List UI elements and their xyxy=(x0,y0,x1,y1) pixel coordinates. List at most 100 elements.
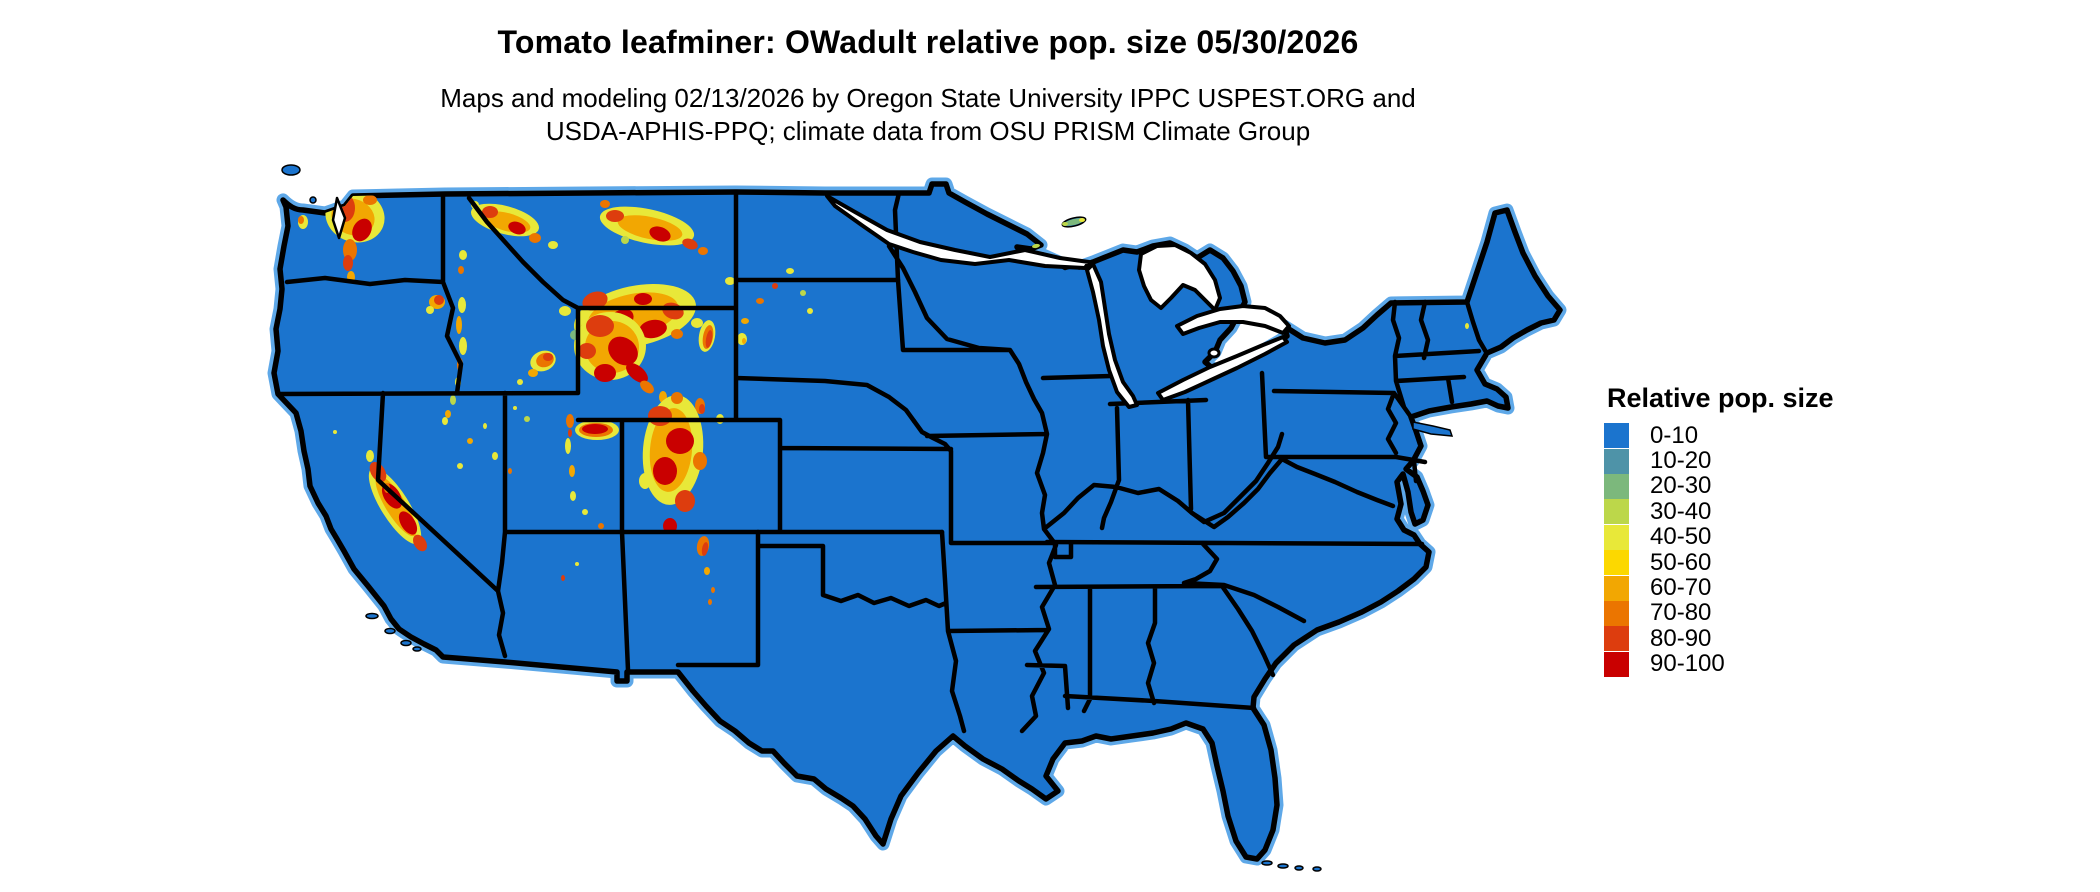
population-hotspot xyxy=(529,233,541,243)
population-hotspot xyxy=(640,380,654,394)
population-hotspot xyxy=(649,226,671,242)
population-hotspot xyxy=(467,438,473,444)
state-borders-east xyxy=(1033,299,1489,714)
population-hotspot xyxy=(426,306,434,314)
legend-label: 90-100 xyxy=(1650,650,1725,678)
population-hotspot xyxy=(772,283,778,289)
population-hotspot xyxy=(800,290,806,296)
population-hotspot xyxy=(458,266,464,274)
subtitle-line-1: Maps and modeling 02/13/2026 by Oregon S… xyxy=(440,83,1416,113)
islands xyxy=(281,164,1454,872)
population-hotspot xyxy=(513,406,517,410)
population-hotspot xyxy=(333,430,337,434)
population-hotspot xyxy=(594,364,616,382)
population-hotspot xyxy=(565,438,571,454)
legend: Relative pop. size 0-10 10-20 20-30 30-40 40… xyxy=(1604,383,1834,677)
population-hotspot xyxy=(711,587,715,593)
puget-sound xyxy=(331,196,347,240)
population-hotspot xyxy=(458,297,466,313)
population-hotspot xyxy=(606,210,624,222)
population-hotspot xyxy=(586,315,614,337)
legend-item: 10-20 xyxy=(1604,447,1834,474)
legend-item: 80-90 xyxy=(1604,624,1834,652)
lake-huron xyxy=(1137,243,1222,312)
population-hotspot xyxy=(298,216,304,224)
population-hotspot xyxy=(756,298,764,304)
legend-swatch xyxy=(1604,473,1629,499)
population-hotspot xyxy=(698,247,708,255)
population-hotspot xyxy=(575,562,579,566)
legend-swatch xyxy=(1604,499,1629,525)
population-hotspot xyxy=(725,277,735,285)
channel-island xyxy=(412,646,422,652)
legend-swatch xyxy=(1604,651,1629,677)
population-hotspot xyxy=(1465,323,1469,329)
population-hotspot xyxy=(671,329,683,339)
population-hotspot xyxy=(639,319,667,339)
subtitle-line-2: USDA-APHIS-PPQ; climate data from OSU PR… xyxy=(545,116,1311,146)
population-hotspot xyxy=(582,509,588,515)
long-island xyxy=(1412,421,1454,437)
population-hotspot xyxy=(578,343,596,359)
population-hotspot xyxy=(482,206,498,218)
population-hotspot xyxy=(648,406,672,426)
page-title: Tomato leafminer: OWadult relative pop. … xyxy=(497,24,1359,60)
population-hotspot xyxy=(741,318,749,324)
population-hotspot xyxy=(1062,222,1068,226)
population-hotspot xyxy=(570,491,576,501)
population-hotspot xyxy=(693,452,707,470)
legend-item: 0-10 xyxy=(1604,422,1834,449)
lake-erie xyxy=(1156,335,1289,402)
population-hotspot xyxy=(1079,218,1085,222)
population-hotspot xyxy=(548,241,558,249)
population-hotspot xyxy=(459,337,467,355)
population-hotspot xyxy=(543,353,553,361)
san-juan-island xyxy=(309,196,317,204)
hotspots-layer xyxy=(298,189,1469,605)
population-hotspot xyxy=(566,414,574,428)
population-hotspot xyxy=(363,195,377,205)
us-landmass xyxy=(274,184,1560,859)
population-hotspot xyxy=(450,395,456,405)
population-hotspot xyxy=(442,417,448,425)
legend-item: 50-60 xyxy=(1604,549,1834,576)
state-borders-west xyxy=(275,189,954,673)
population-hotspot xyxy=(1064,218,1084,226)
population-hotspot xyxy=(398,511,418,535)
legend-label: 20-30 xyxy=(1650,472,1712,500)
channel-island xyxy=(365,612,379,620)
population-hotspot xyxy=(737,333,747,345)
population-hotspot xyxy=(517,379,523,385)
population-hotspot xyxy=(445,410,451,418)
population-hotspot xyxy=(675,490,695,512)
population-hotspot xyxy=(608,336,638,366)
lake-st-clair xyxy=(1207,347,1221,359)
legend-label: 30-40 xyxy=(1650,497,1712,525)
legend-swatch xyxy=(1604,626,1629,652)
legend-title: Relative pop. size xyxy=(1607,383,1834,413)
legend-label: 80-90 xyxy=(1650,624,1712,652)
population-hotspot xyxy=(459,250,467,260)
population-hotspot xyxy=(582,424,608,434)
island-hotspots-layer xyxy=(1032,218,1085,249)
legend-swatch xyxy=(1604,575,1629,601)
population-hotspot xyxy=(456,316,462,334)
legend-item: 40-50 xyxy=(1604,523,1834,550)
population-hotspot xyxy=(682,238,698,250)
population-hotspot xyxy=(569,465,575,477)
population-hotspot xyxy=(413,534,427,552)
lake-michigan xyxy=(1085,262,1139,409)
population-hotspot xyxy=(434,295,444,305)
population-hotspot xyxy=(561,575,565,581)
legend-swatch xyxy=(1604,600,1629,626)
great-lakes xyxy=(331,194,1291,409)
legend-item: 70-80 xyxy=(1604,599,1834,626)
population-hotspot xyxy=(708,599,712,605)
population-hotspot xyxy=(598,523,604,529)
population-hotspot xyxy=(671,392,683,404)
legend-items: 0-10 10-20 20-30 30-40 40-50 50-60 60-70 70-80 8… xyxy=(1604,422,1834,678)
vancouver-island-tip xyxy=(281,164,301,176)
legend-swatch xyxy=(1604,448,1629,474)
population-hotspot xyxy=(742,338,746,344)
legend-item: 30-40 xyxy=(1604,497,1834,525)
